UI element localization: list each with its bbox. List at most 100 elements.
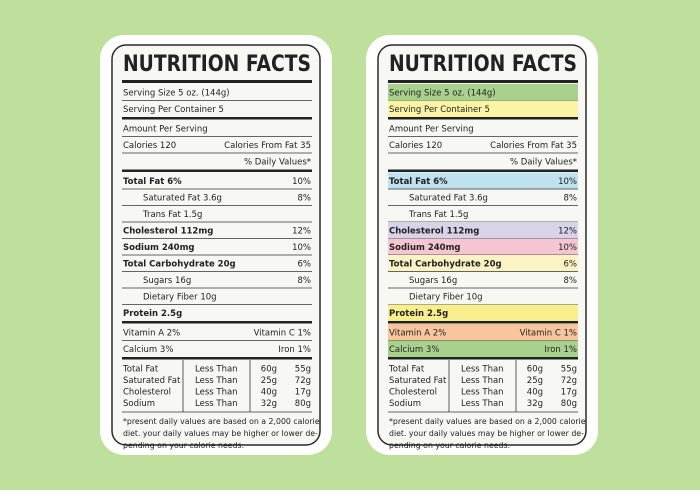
table-cell: 25g bbox=[527, 376, 543, 386]
row-label: Dietary Fiber 10g bbox=[143, 292, 217, 302]
table-cell: Sodium bbox=[123, 399, 155, 409]
table-cell: 60g bbox=[527, 365, 543, 375]
footnote: diet. your daily values may be higher or… bbox=[123, 429, 318, 438]
row-label: Protein 2.5g bbox=[123, 309, 182, 319]
table-cell: Total Fat bbox=[388, 365, 425, 375]
table-cell: 17g bbox=[295, 388, 311, 398]
table-cell: 32g bbox=[261, 399, 277, 409]
table-cell: Total Fat bbox=[122, 365, 159, 375]
rule-thick bbox=[122, 117, 312, 120]
row-value: 10% bbox=[292, 243, 311, 253]
row-value: 6% bbox=[564, 259, 578, 269]
table-cell: 40g bbox=[261, 388, 277, 398]
row-value: Vitamin C 1% bbox=[254, 328, 311, 338]
rule-thick bbox=[122, 321, 312, 324]
row-label: Vitamin A 2% bbox=[389, 328, 446, 338]
rule-thick bbox=[122, 357, 312, 360]
row-label: Amount Per Serving bbox=[123, 124, 208, 134]
rule-thick bbox=[122, 169, 312, 172]
row-value: 8% bbox=[564, 193, 578, 203]
row-value: 12% bbox=[292, 226, 311, 236]
footnote: pending on your calorie needs. bbox=[123, 441, 244, 450]
row-highlight bbox=[388, 304, 578, 321]
row-highlight bbox=[388, 100, 578, 117]
row-label: Total Carbohydrate 20g bbox=[389, 259, 502, 269]
table-cell: Less Than bbox=[195, 365, 238, 375]
footnote: diet. your daily values may be higher or… bbox=[389, 429, 584, 438]
footnote: *present daily values are based on a 2,0… bbox=[389, 417, 586, 426]
table-cell: Cholesterol bbox=[123, 388, 171, 398]
table-cell: Less Than bbox=[461, 365, 504, 375]
table-cell: 17g bbox=[561, 388, 577, 398]
table-cell: Sodium bbox=[389, 399, 421, 409]
rule-thick bbox=[388, 80, 578, 83]
row-value: % Daily Values* bbox=[244, 157, 311, 167]
row-label: Protein 2.5g bbox=[389, 309, 448, 319]
row-label: Total Fat 6% bbox=[123, 177, 182, 187]
row-value: Calories From Fat 35 bbox=[490, 141, 577, 151]
row-label: Total Carbohydrate 20g bbox=[123, 259, 236, 269]
row-value: 10% bbox=[558, 177, 577, 187]
row-label: Cholesterol 112mg bbox=[123, 226, 213, 236]
row-label: Dietary Fiber 10g bbox=[409, 292, 483, 302]
row-label: Trans Fat 1.5g bbox=[408, 210, 468, 220]
table-cell: Less Than bbox=[461, 399, 504, 409]
table-cell: Saturated Fat bbox=[123, 376, 181, 386]
row-label: Saturated Fat 3.6g bbox=[409, 193, 488, 203]
row-value: 6% bbox=[298, 259, 312, 269]
table-cell: Less Than bbox=[195, 399, 238, 409]
table-cell: 55g bbox=[561, 365, 577, 375]
table-cell: Less Than bbox=[461, 376, 504, 386]
table-cell: 72g bbox=[561, 376, 577, 386]
rule-thick bbox=[122, 80, 312, 83]
rule-thick bbox=[388, 321, 578, 324]
table-cell: 80g bbox=[561, 399, 577, 409]
row-label: Sodium 240mg bbox=[123, 243, 195, 253]
row-value: Iron 1% bbox=[544, 345, 577, 355]
row-label: Calcium 3% bbox=[123, 345, 173, 355]
row-label: Sugars 16g bbox=[143, 276, 191, 286]
card-inner bbox=[111, 44, 321, 446]
row-label: Amount Per Serving bbox=[389, 124, 474, 134]
row-value: 12% bbox=[558, 226, 577, 236]
table-cell: Saturated Fat bbox=[389, 376, 447, 386]
table-cell: 60g bbox=[261, 365, 277, 375]
row-label: Serving Per Container 5 bbox=[389, 105, 490, 115]
table-cell: 72g bbox=[295, 376, 311, 386]
table-cell: 55g bbox=[295, 365, 311, 375]
row-value: 10% bbox=[558, 243, 577, 253]
plain-label: NUTRITION FACTS Serving Size 5 oz. (144g)… bbox=[100, 35, 332, 455]
row-label: Sodium 240mg bbox=[389, 243, 461, 253]
row-label: Trans Fat 1.5g bbox=[142, 210, 202, 220]
row-label: Serving Size 5 oz. (144g) bbox=[123, 88, 230, 98]
highlighted-label: NUTRITION FACTS Serving Size 5 oz. (144g)… bbox=[366, 35, 598, 455]
table-cell: 80g bbox=[295, 399, 311, 409]
row-value: Calories From Fat 35 bbox=[224, 141, 311, 151]
rule-thick bbox=[388, 117, 578, 120]
table-cell: Less Than bbox=[461, 388, 504, 398]
title: NUTRITION FACTS bbox=[389, 52, 577, 77]
table-cell: Less Than bbox=[195, 376, 238, 386]
row-highlight bbox=[388, 84, 578, 101]
row-label: Vitamin A 2% bbox=[123, 328, 180, 338]
row-label: Total Fat 6% bbox=[389, 177, 448, 187]
row-label: Calcium 3% bbox=[389, 345, 439, 355]
row-value: 10% bbox=[292, 177, 311, 187]
table-cell: 40g bbox=[527, 388, 543, 398]
rule-thick bbox=[388, 169, 578, 172]
row-label: Calories 120 bbox=[123, 141, 176, 151]
rule-thick bbox=[388, 357, 578, 360]
footnote: *present daily values are based on a 2,0… bbox=[123, 417, 320, 426]
row-highlight bbox=[388, 238, 578, 255]
row-highlight bbox=[388, 340, 578, 357]
table-cell: 25g bbox=[261, 376, 277, 386]
row-value: % Daily Values* bbox=[510, 157, 577, 167]
table-cell: Less Than bbox=[195, 388, 238, 398]
table-cell: 32g bbox=[527, 399, 543, 409]
row-highlight bbox=[388, 222, 578, 239]
row-label: Saturated Fat 3.6g bbox=[143, 193, 222, 203]
row-value: Iron 1% bbox=[278, 345, 311, 355]
row-value: 8% bbox=[298, 276, 312, 286]
row-value: Vitamin C 1% bbox=[520, 328, 577, 338]
